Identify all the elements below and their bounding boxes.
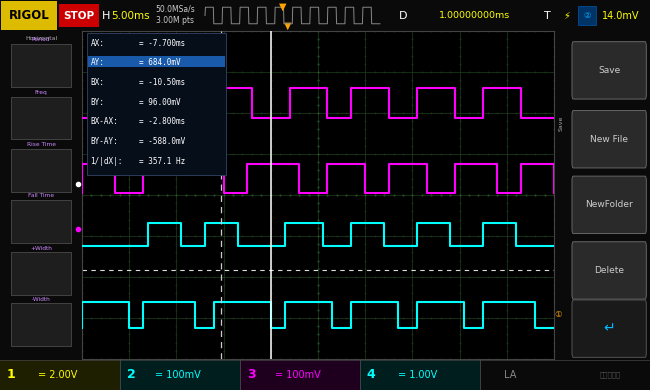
Bar: [88, 56, 225, 67]
Bar: [1, 1, 57, 30]
Text: NewFolder: NewFolder: [585, 200, 633, 209]
Text: 1/|dX|:: 1/|dX|:: [90, 157, 123, 166]
Text: Rise Time: Rise Time: [27, 142, 55, 147]
Text: D: D: [398, 11, 408, 21]
Text: 1: 1: [6, 369, 16, 381]
Text: -Width: -Width: [32, 297, 51, 301]
Text: 4: 4: [367, 369, 376, 381]
Text: Delete: Delete: [594, 266, 624, 275]
Text: T: T: [543, 11, 551, 21]
Text: = 2.00V: = 2.00V: [38, 370, 78, 380]
Text: 电子发烧友: 电子发烧友: [599, 372, 621, 378]
Bar: [86, 33, 226, 176]
Text: = 100mV: = 100mV: [275, 370, 321, 380]
FancyBboxPatch shape: [572, 242, 646, 299]
Text: AY:: AY:: [90, 58, 105, 67]
FancyBboxPatch shape: [572, 110, 646, 168]
Text: 3.00M pts: 3.00M pts: [156, 16, 194, 25]
Text: = 684.0mV: = 684.0mV: [138, 58, 180, 67]
FancyBboxPatch shape: [10, 200, 72, 243]
Text: ▼: ▼: [283, 21, 291, 31]
Text: ①: ①: [554, 310, 562, 319]
Text: 50.0MSa/s: 50.0MSa/s: [155, 5, 195, 14]
Bar: [120, 360, 240, 390]
Text: 14.0mV: 14.0mV: [603, 11, 640, 21]
FancyBboxPatch shape: [572, 300, 646, 357]
FancyBboxPatch shape: [10, 44, 72, 87]
Text: 2: 2: [127, 369, 135, 381]
Bar: [240, 360, 360, 390]
Text: = 100mV: = 100mV: [155, 370, 201, 380]
FancyBboxPatch shape: [572, 176, 646, 234]
FancyBboxPatch shape: [10, 303, 72, 346]
Text: Period: Period: [32, 37, 50, 43]
Text: = -2.800ms: = -2.800ms: [138, 117, 185, 126]
FancyBboxPatch shape: [572, 42, 646, 99]
Bar: [0, 360, 120, 390]
Text: = -588.0mV: = -588.0mV: [138, 137, 185, 146]
Text: = -7.700ms: = -7.700ms: [138, 39, 185, 48]
Text: Horizontal: Horizontal: [25, 36, 57, 41]
Text: BY-AY:: BY-AY:: [90, 137, 118, 146]
Text: ↵: ↵: [603, 322, 615, 336]
Text: = 357.1 Hz: = 357.1 Hz: [138, 157, 185, 166]
Text: = 1.00V: = 1.00V: [398, 370, 437, 380]
Text: H: H: [102, 11, 110, 21]
Text: RIGOL: RIGOL: [8, 9, 49, 22]
Text: +Width: +Width: [30, 246, 52, 251]
Text: 1.00000000ms: 1.00000000ms: [439, 11, 511, 20]
Text: Save: Save: [558, 115, 564, 131]
Bar: [59, 4, 99, 27]
Bar: [578, 6, 596, 25]
Bar: [360, 360, 480, 390]
Text: = 96.00mV: = 96.00mV: [138, 98, 180, 106]
Text: Save: Save: [598, 66, 620, 75]
Text: STOP: STOP: [64, 11, 94, 21]
Text: BX-AX:: BX-AX:: [90, 117, 118, 126]
Text: LA: LA: [504, 370, 516, 380]
Text: Fall Time: Fall Time: [28, 193, 54, 198]
FancyBboxPatch shape: [10, 97, 72, 139]
Text: Freq: Freq: [34, 90, 47, 95]
Text: ②: ②: [583, 11, 591, 20]
Text: 5.00ms: 5.00ms: [111, 11, 150, 21]
Text: AX:: AX:: [90, 39, 105, 48]
Text: New File: New File: [590, 135, 628, 144]
Text: ⚡: ⚡: [564, 11, 571, 21]
FancyBboxPatch shape: [10, 252, 72, 295]
Text: BX:: BX:: [90, 78, 105, 87]
Text: ▼: ▼: [279, 2, 287, 12]
Text: = -10.50ms: = -10.50ms: [138, 78, 185, 87]
Text: BY:: BY:: [90, 98, 105, 106]
Text: 3: 3: [247, 369, 255, 381]
FancyBboxPatch shape: [10, 149, 72, 192]
